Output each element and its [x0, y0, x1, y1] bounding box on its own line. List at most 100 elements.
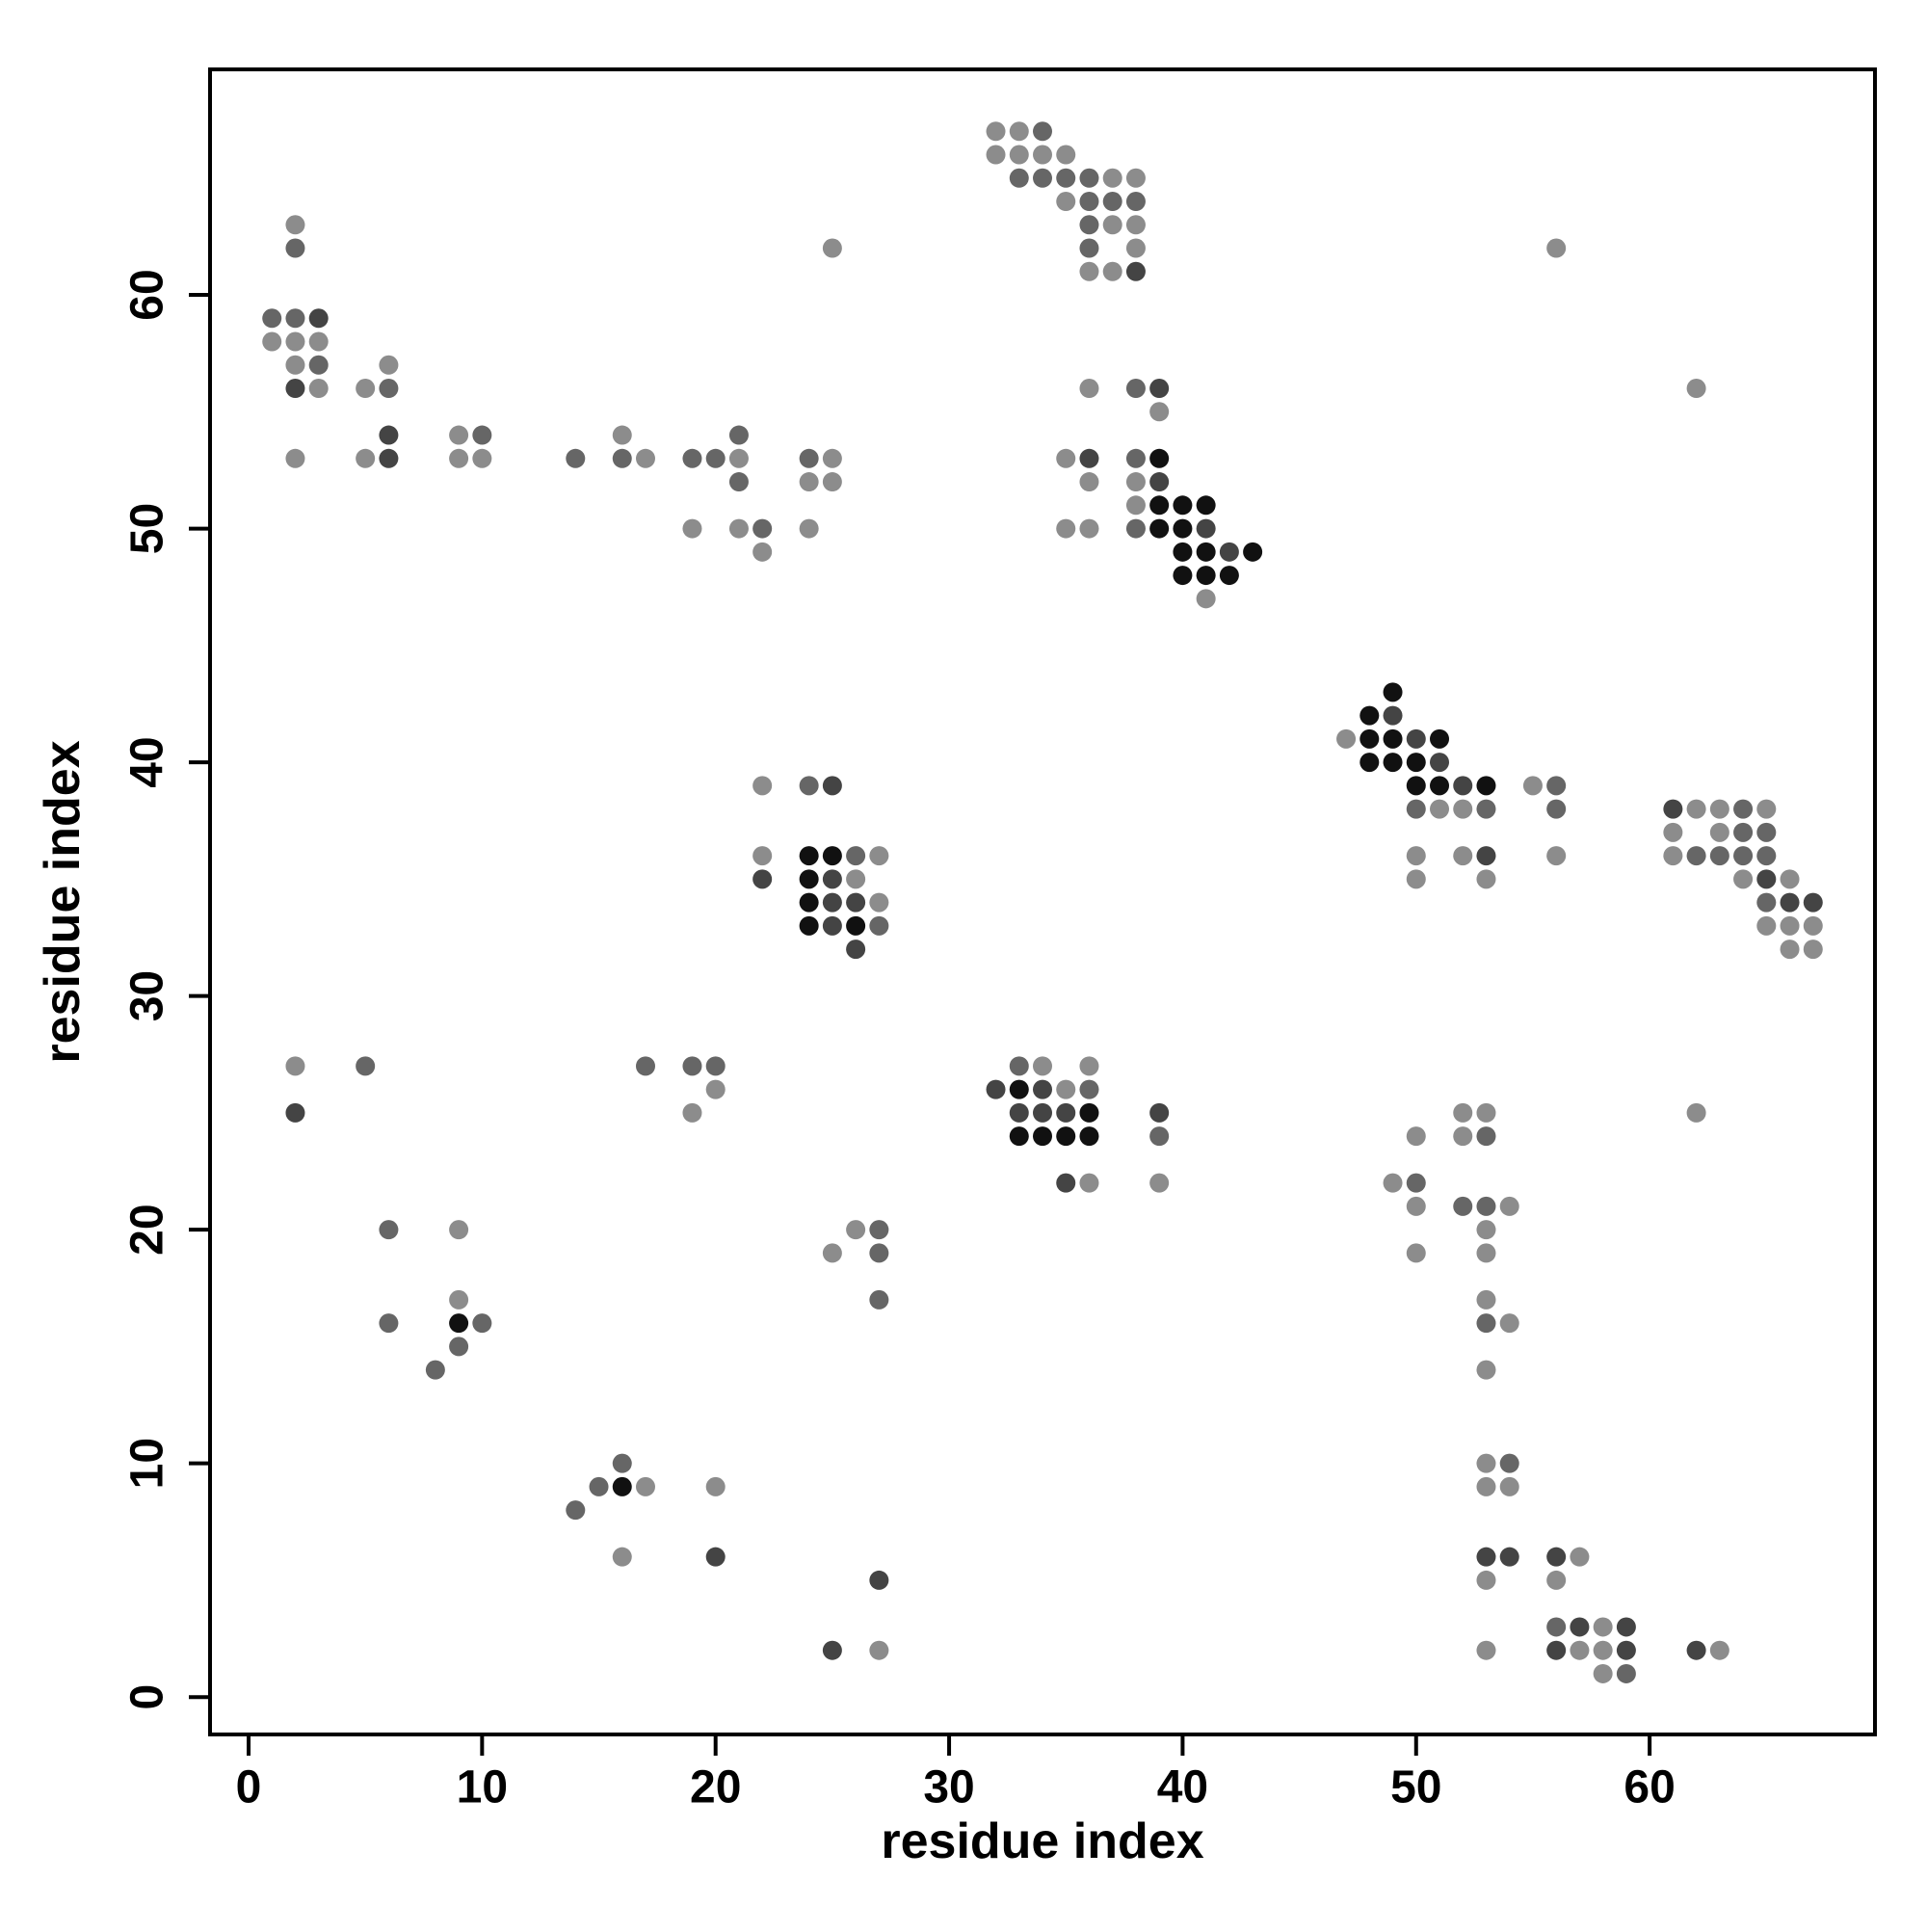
contact-point [1102, 168, 1122, 188]
contact-point [1430, 799, 1450, 819]
contact-point [1476, 1547, 1496, 1567]
x-tick-label: 30 [923, 1762, 974, 1813]
contact-point [285, 215, 305, 235]
contact-point [846, 1220, 866, 1240]
contact-point [308, 379, 329, 399]
contact-point [1125, 261, 1146, 281]
contact-point [1476, 1570, 1496, 1590]
contact-point [1499, 1547, 1519, 1567]
contact-point [1149, 472, 1170, 492]
contact-point [1125, 518, 1146, 539]
contact-point [1102, 192, 1122, 212]
contact-point [1546, 799, 1567, 819]
contact-point [1780, 915, 1800, 936]
contact-point [682, 1056, 702, 1076]
contact-point [1453, 799, 1473, 819]
contact-point [869, 1289, 889, 1310]
points [262, 121, 1823, 1683]
contact-point [566, 448, 586, 468]
contact-point [308, 355, 329, 375]
contact-point [822, 846, 842, 866]
contact-point [1196, 518, 1216, 539]
contact-point [752, 776, 773, 796]
contact-point [799, 472, 819, 492]
contact-point [822, 915, 842, 936]
contact-point [1663, 822, 1683, 842]
contact-point [1383, 1173, 1403, 1193]
contact-point [449, 1220, 469, 1240]
contact-point [1219, 566, 1239, 586]
contact-point [752, 542, 773, 562]
contact-point [986, 121, 1006, 142]
contact-point [1125, 168, 1146, 188]
contact-point [612, 1453, 632, 1473]
contact-point [1430, 753, 1450, 773]
contact-point [1616, 1640, 1636, 1660]
y-axis-title: residue index [35, 740, 91, 1063]
contact-point [1149, 1102, 1170, 1123]
plot-frame [208, 67, 1877, 1736]
contact-point [1686, 846, 1706, 866]
contact-point [635, 1476, 655, 1496]
contact-point [1593, 1640, 1613, 1660]
contact-point [822, 238, 842, 258]
contact-point [1756, 915, 1777, 936]
contact-point [1033, 1102, 1052, 1123]
contact-point [1476, 1360, 1496, 1380]
contact-point [379, 379, 399, 399]
contact-point [1406, 728, 1426, 749]
contact-point [1079, 168, 1099, 188]
contact-point [1383, 728, 1403, 749]
contact-point [1522, 776, 1543, 796]
contact-point [1453, 1196, 1473, 1216]
contact-point [1079, 1056, 1099, 1076]
contact-point [1033, 168, 1052, 188]
contact-point [566, 1500, 586, 1521]
contact-point [1709, 846, 1729, 866]
contact-point [308, 308, 329, 329]
contact-point [1125, 448, 1146, 468]
contact-point [1406, 1173, 1426, 1193]
contact-point [1406, 799, 1426, 819]
contact-point [1056, 1173, 1076, 1193]
contact-point [1079, 1126, 1099, 1147]
contact-point [1756, 799, 1777, 819]
contact-point [472, 1313, 492, 1334]
contact-point [635, 1056, 655, 1076]
contact-point [1219, 542, 1239, 562]
contact-point [1383, 753, 1403, 773]
contact-point [472, 448, 492, 468]
contact-point [262, 331, 282, 352]
contact-point [1079, 192, 1099, 212]
contact-point [1733, 846, 1754, 866]
contact-point [1196, 542, 1216, 562]
contact-point [1056, 1102, 1076, 1123]
x-tick-label: 60 [1623, 1762, 1675, 1813]
contact-point [869, 892, 889, 913]
contact-point [1570, 1640, 1590, 1660]
contact-point [1476, 846, 1496, 866]
contact-point [612, 1547, 632, 1567]
contact-point [1546, 1547, 1567, 1567]
contact-point [799, 448, 819, 468]
contact-point [1009, 121, 1029, 142]
contact-point [379, 1313, 399, 1334]
contact-point [1383, 705, 1403, 726]
contact-point [822, 1243, 842, 1263]
contact-point [1406, 1243, 1426, 1263]
contact-point [986, 1079, 1006, 1099]
contact-point [285, 1102, 305, 1123]
contact-point [799, 915, 819, 936]
contact-point [1102, 215, 1122, 235]
contact-point [1406, 1196, 1426, 1216]
contact-point [869, 1220, 889, 1240]
contact-point [262, 308, 282, 329]
contact-point [1709, 799, 1729, 819]
contact-point [1733, 799, 1754, 819]
contact-point [728, 448, 749, 468]
contact-point [846, 940, 866, 960]
contact-point [1803, 915, 1823, 936]
y-tick-label: 10 [122, 1438, 173, 1489]
contact-point [1033, 1079, 1052, 1099]
contact-point [1570, 1547, 1590, 1567]
